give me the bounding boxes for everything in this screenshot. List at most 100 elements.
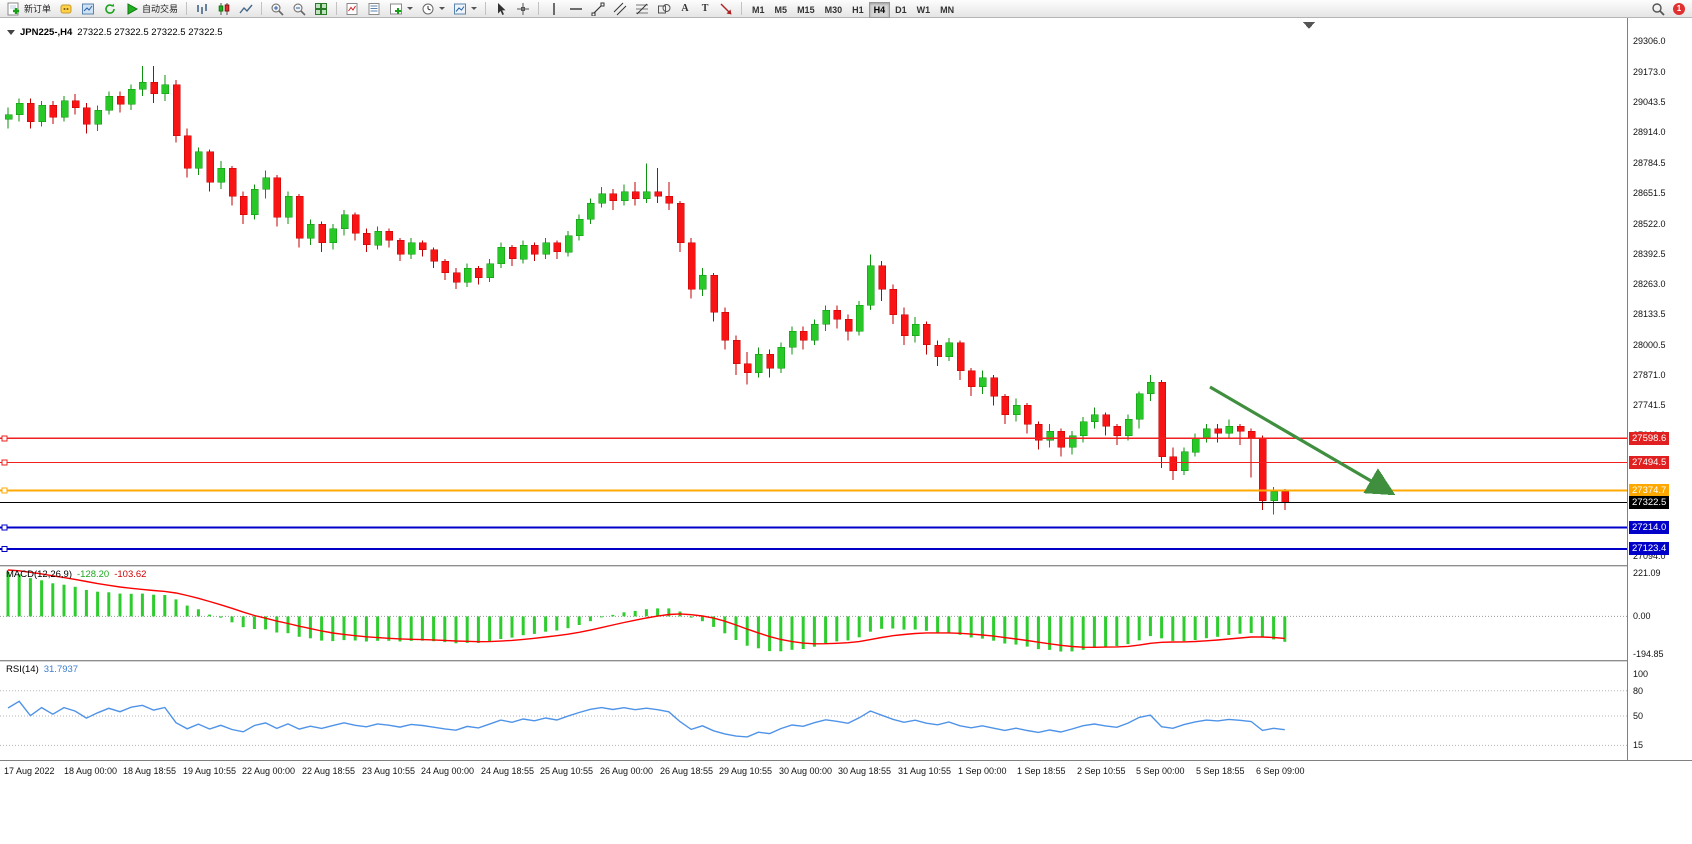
templates-button[interactable] xyxy=(450,1,480,17)
candle xyxy=(967,370,976,388)
time-axis-label: 24 Aug 00:00 xyxy=(421,766,475,776)
price-axis[interactable]: 29306.0 29173.0 29043.5 28914.0 28784.5 28651… xyxy=(1627,18,1692,760)
timeframe-button-w1[interactable]: W1 xyxy=(912,2,936,18)
autotrading-button[interactable]: 自动交易 xyxy=(122,1,181,17)
refresh-button[interactable] xyxy=(100,1,120,17)
candle xyxy=(956,342,965,371)
crosshair-icon xyxy=(517,2,530,15)
channel-icon xyxy=(613,2,627,15)
vertical-line-button[interactable] xyxy=(544,1,564,17)
timeframe-button-h1[interactable]: H1 xyxy=(847,2,869,18)
time-axis-label: 18 Aug 00:00 xyxy=(64,766,118,776)
new-chart-button[interactable] xyxy=(386,1,416,17)
search-button[interactable] xyxy=(1648,1,1668,17)
channel-button[interactable] xyxy=(610,1,630,17)
bar-chart-button[interactable] xyxy=(192,1,212,17)
candle xyxy=(116,95,125,105)
new-order-button[interactable]: 新订单 xyxy=(4,1,54,17)
pane-separator[interactable] xyxy=(0,660,1692,662)
candles-layer xyxy=(4,65,1290,515)
cursor-icon xyxy=(498,2,506,15)
line-handle[interactable] xyxy=(1,487,8,494)
candle xyxy=(206,151,214,183)
timeframe-button-mn[interactable]: MN xyxy=(935,2,959,18)
candle xyxy=(1169,456,1178,471)
candle xyxy=(553,242,562,253)
trendline-icon xyxy=(591,2,605,16)
price-axis-label: 28914.0 xyxy=(1633,127,1666,137)
candle xyxy=(452,272,461,283)
time-axis-label: 24 Aug 18:55 xyxy=(481,766,535,776)
candle xyxy=(497,247,506,264)
cursor-button[interactable] xyxy=(491,1,511,17)
zoom-out-button[interactable] xyxy=(289,1,309,17)
indicators-button[interactable] xyxy=(342,1,362,17)
timeframe-button-m15[interactable]: M15 xyxy=(792,2,820,18)
time-axis[interactable]: 17 Aug 2022 18 Aug 00:00 18 Aug 18:55 19 Au… xyxy=(0,760,1692,782)
trendline-button[interactable] xyxy=(588,1,608,17)
timeframe-button-m5[interactable]: M5 xyxy=(770,2,793,18)
refresh-icon xyxy=(105,3,115,14)
zoom-in-button[interactable] xyxy=(267,1,287,17)
candle xyxy=(463,267,472,283)
candlestick-chart-button[interactable] xyxy=(214,1,234,17)
label-button[interactable]: T xyxy=(696,1,714,17)
trend-arrow[interactable] xyxy=(1209,385,1396,496)
shapes-button[interactable] xyxy=(654,1,674,17)
price-axis-label: 29043.5 xyxy=(1633,97,1666,107)
candle xyxy=(363,233,371,246)
candle xyxy=(374,230,382,246)
periods-button[interactable] xyxy=(418,1,448,17)
candle xyxy=(475,267,483,278)
candle xyxy=(1236,426,1245,432)
timeframe-button-m1[interactable]: M1 xyxy=(747,2,770,18)
price-chart-pane[interactable] xyxy=(0,18,1627,565)
arrows-icon xyxy=(720,3,732,14)
price-badge-27374.7: 27374.7 xyxy=(1629,484,1670,497)
line-handle[interactable] xyxy=(1,524,8,531)
market-watch-button[interactable] xyxy=(78,1,98,17)
line-chart-button[interactable] xyxy=(236,1,256,17)
time-axis-label: 30 Aug 18:55 xyxy=(838,766,892,776)
candle xyxy=(934,344,942,357)
chevron-down-icon xyxy=(407,7,414,10)
expert-advisors-button[interactable] xyxy=(56,1,76,17)
indicators-icon xyxy=(346,2,358,15)
candle xyxy=(49,105,58,118)
candle xyxy=(1001,395,1010,415)
fibonacci-button[interactable] xyxy=(632,1,652,17)
rsi-pane[interactable] xyxy=(0,662,1627,760)
line-handle[interactable] xyxy=(1,435,8,442)
arrows-button[interactable] xyxy=(716,1,736,17)
timeframe-button-h4[interactable]: H4 xyxy=(868,1,891,18)
crosshair-button[interactable] xyxy=(513,1,533,17)
horizontal-line-button[interactable] xyxy=(566,1,586,17)
notifications-button[interactable]: 1 xyxy=(1670,1,1688,17)
line-handle[interactable] xyxy=(1,545,8,552)
notification-badge: 1 xyxy=(1673,2,1685,15)
pane-separator[interactable] xyxy=(0,565,1692,567)
chart-shift-marker[interactable] xyxy=(1303,22,1315,29)
shapes-icon xyxy=(658,3,671,13)
candle xyxy=(1012,405,1021,415)
price-badge-27322.5: 27322.5 xyxy=(1629,496,1670,509)
timeframe-button-m30[interactable]: M30 xyxy=(820,2,848,18)
price-axis-label: 28522.0 xyxy=(1633,219,1666,229)
tile-windows-button[interactable] xyxy=(311,1,331,17)
price-badge-27494.5: 27494.5 xyxy=(1629,456,1670,469)
candle xyxy=(743,363,752,374)
candle xyxy=(161,84,170,95)
macd-pane[interactable] xyxy=(0,567,1627,660)
line-handle[interactable] xyxy=(1,459,8,466)
candle xyxy=(519,244,528,260)
timeframe-button-d1[interactable]: D1 xyxy=(890,2,912,18)
price-axis-label: 28651.5 xyxy=(1633,188,1666,198)
line-chart-icon xyxy=(239,4,253,13)
time-axis-label: 30 Aug 00:00 xyxy=(779,766,833,776)
text-button[interactable]: A xyxy=(676,1,694,17)
text-tool-icon: A xyxy=(681,3,689,14)
data-window-button[interactable] xyxy=(364,1,384,17)
toolbar-separator xyxy=(538,2,540,15)
candle xyxy=(1225,426,1234,434)
autotrade-play-icon xyxy=(127,2,139,15)
